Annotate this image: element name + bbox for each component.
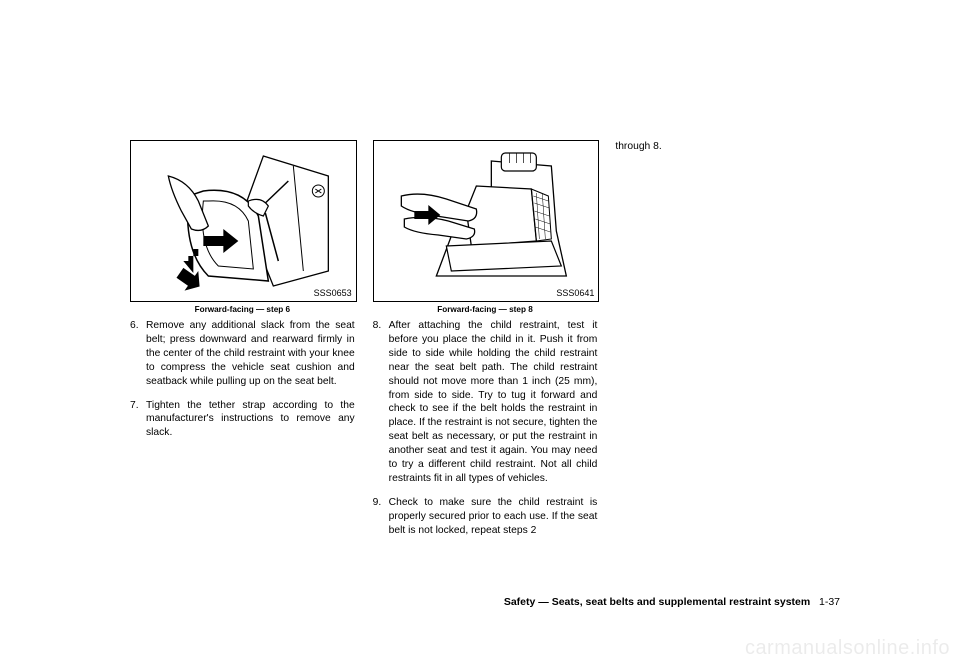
watermark: carmanualsonline.info <box>745 637 950 660</box>
step-6: 6. Remove any additional slack from the … <box>130 319 355 388</box>
step-7: 7. Tighten the tether strap according to… <box>130 399 355 441</box>
steps-list-2: 8. After attaching the child restraint, … <box>373 319 598 537</box>
figure-id-1: SSS0653 <box>314 287 352 299</box>
footer-section: Safety — Seats, seat belts and supplemen… <box>504 596 810 608</box>
footer-page: 1-37 <box>819 596 840 608</box>
step-number: 7. <box>130 399 146 441</box>
figure-step-8: SSS0641 <box>373 140 600 302</box>
step-number: 9. <box>373 496 389 538</box>
illustration-step-8 <box>374 141 599 301</box>
column-2: SSS0641 Forward-facing — step 8 8. After… <box>373 140 598 547</box>
step-number: 6. <box>130 319 146 388</box>
figure-step-6: SSS0653 <box>130 140 357 302</box>
step-8: 8. After attaching the child restraint, … <box>373 319 598 486</box>
step-9: 9. Check to make sure the child restrain… <box>373 496 598 538</box>
illustration-step-6 <box>131 141 356 301</box>
step-text: Remove any additional slack from the sea… <box>146 319 355 388</box>
figure-caption-2: Forward-facing — step 8 <box>373 304 598 315</box>
column-3: through 8. <box>615 140 840 547</box>
step-text: After attaching the child restraint, tes… <box>389 319 598 486</box>
figure-id-2: SSS0641 <box>556 287 594 299</box>
step-text: Tighten the tether strap according to th… <box>146 399 355 441</box>
step-number: 8. <box>373 319 389 486</box>
figure-caption-1: Forward-facing — step 6 <box>130 304 355 315</box>
steps-list-1: 6. Remove any additional slack from the … <box>130 319 355 440</box>
page-footer: Safety — Seats, seat belts and supplemen… <box>504 596 840 608</box>
step-text: Check to make sure the child restraint i… <box>389 496 598 538</box>
column-1: SSS0653 Forward-facing — step 6 6. Remov… <box>130 140 355 547</box>
continuation-text: through 8. <box>615 140 840 154</box>
manual-page: SSS0653 Forward-facing — step 6 6. Remov… <box>0 0 960 664</box>
content-columns: SSS0653 Forward-facing — step 6 6. Remov… <box>130 140 840 547</box>
